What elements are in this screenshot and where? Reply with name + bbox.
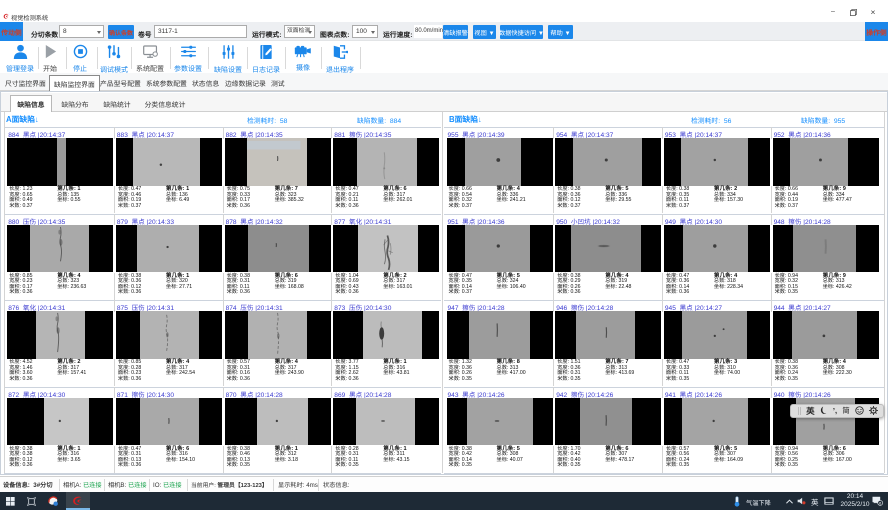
- svg-text:6: 6: [879, 501, 881, 505]
